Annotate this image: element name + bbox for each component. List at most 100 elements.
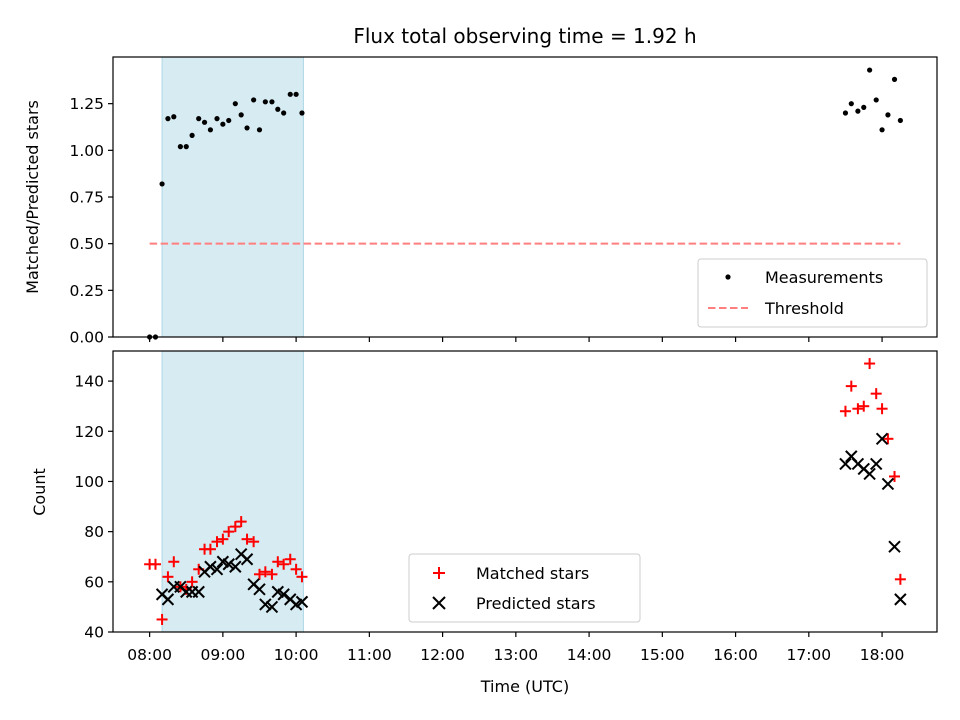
matched-star-point — [229, 521, 241, 533]
matched-star-point — [248, 536, 260, 548]
top-legend-box — [697, 258, 928, 328]
predicted-star-point — [180, 585, 193, 599]
legend-matched-marker — [433, 567, 445, 579]
matched-star-point — [168, 556, 180, 568]
measurement-point — [201, 119, 208, 125]
bottom-y-axis: 40 60 80 100 120 140 — [74, 373, 113, 642]
top-y-axis: 0.00 0.25 0.50 0.75 1.00 1.25 — [69, 95, 113, 347]
matched-star-point — [876, 403, 888, 415]
measurement-point — [281, 110, 287, 116]
top-y-tick-label: 1.25 — [69, 95, 104, 113]
top-panel: 0.00 0.25 0.50 0.75 1.00 1.25 Matched/Predict… — [23, 56, 938, 347]
bottom-x-tick-label: 08:00 — [127, 646, 172, 664]
predicted-star-point — [253, 583, 266, 596]
measurement-point — [183, 144, 189, 150]
measurement-point — [897, 117, 903, 124]
matched-star-point — [235, 516, 247, 528]
measurement-point — [275, 106, 281, 112]
measurement-point — [238, 112, 244, 118]
bottom-y-tick-label: 140 — [74, 373, 104, 391]
top-y-tick-label: 0.25 — [69, 282, 104, 300]
measurement-point — [848, 101, 854, 107]
matched-star-point — [211, 536, 223, 548]
measurement-point — [196, 116, 202, 122]
bottom-x-tick-label: 10:00 — [274, 646, 319, 664]
predicted-star-point — [863, 467, 876, 481]
matched-star-point — [149, 558, 161, 570]
matched-star-point — [290, 563, 302, 575]
matched-star-point — [241, 533, 253, 545]
top-axes-frame — [112, 56, 938, 338]
bottom-panel: 40 60 80 100 120 140 08:00 09:00 10:00 11:00 12:0… — [30, 350, 938, 696]
bottom-x-tick-label: 14:00 — [567, 646, 612, 664]
matched-star-point — [223, 526, 235, 538]
chart-title: Flux total observing time = 1.92 h — [353, 24, 696, 48]
legend-measurements-label: Measurements — [765, 268, 883, 287]
measurement-point — [842, 110, 849, 116]
matched-star-point — [217, 533, 229, 545]
measurement-point — [861, 104, 867, 110]
measurement-point — [220, 121, 226, 127]
predicted-stars-points — [155, 432, 907, 614]
predicted-star-point — [229, 560, 242, 573]
measurement-point — [885, 112, 891, 118]
measurement-point — [214, 116, 220, 122]
top-x-ticks — [149, 337, 883, 342]
measurement-point — [262, 99, 268, 105]
bottom-x-tick-label: 17:00 — [786, 646, 831, 664]
predicted-star-point — [222, 558, 235, 571]
predicted-star-point — [888, 540, 901, 553]
matched-star-point — [296, 571, 308, 583]
bottom-x-axis-label: Time (UTC) — [480, 677, 569, 696]
predicted-star-point — [265, 600, 279, 614]
measurement-point — [293, 91, 299, 97]
matched-star-point — [186, 576, 198, 588]
legend-threshold-label: Threshold — [764, 299, 844, 318]
top-y-axis-label: Matched/Predicted stars — [23, 100, 42, 294]
measurement-point — [879, 127, 885, 133]
top-y-tick-label: 1.00 — [69, 142, 104, 160]
measurement-point — [177, 144, 183, 150]
matched-star-point — [272, 556, 284, 568]
matched-star-point — [839, 405, 851, 417]
predicted-star-point — [192, 585, 205, 599]
bottom-x-tick-label: 13:00 — [494, 646, 539, 664]
bottom-legend-box — [408, 553, 641, 623]
measurement-point — [232, 101, 238, 107]
predicted-star-point — [839, 457, 852, 471]
bottom-y-tick-label: 40 — [84, 624, 104, 642]
predicted-star-point — [875, 432, 889, 446]
measurement-point — [171, 114, 177, 120]
measurement-point — [287, 91, 293, 97]
matched-star-point — [864, 358, 876, 370]
measurement-point — [269, 99, 275, 105]
predicted-star-point — [869, 457, 883, 471]
bottom-y-axis-label: Count — [30, 468, 49, 516]
matched-star-point — [204, 543, 216, 555]
measurement-point — [251, 97, 257, 103]
bottom-x-axis: 08:00 09:00 10:00 11:00 12:00 13:00 14:00 15:00… — [127, 632, 904, 664]
top-y-tick-label: 0.75 — [69, 189, 104, 207]
legend-predicted-marker — [432, 596, 446, 610]
legend-predicted-label: Predicted stars — [476, 594, 596, 613]
matched-star-point — [870, 388, 882, 400]
bottom-x-tick-label: 15:00 — [640, 646, 685, 664]
matched-star-point — [162, 571, 174, 583]
bottom-x-tick-label: 16:00 — [713, 646, 758, 664]
legend-matched-label: Matched stars — [476, 564, 589, 583]
matched-star-point — [894, 573, 906, 585]
measurement-point — [873, 97, 879, 103]
measurement-point — [891, 76, 898, 82]
matched-star-point — [259, 566, 271, 578]
measurement-point — [256, 127, 263, 133]
measurement-point — [244, 125, 250, 131]
top-y-tick-label: 0.50 — [69, 235, 104, 253]
bottom-y-tick-label: 120 — [74, 423, 104, 441]
predicted-star-point — [259, 598, 272, 611]
predicted-star-point — [881, 477, 895, 491]
measurement-point — [855, 108, 861, 114]
top-legend: Measurements Threshold — [697, 258, 928, 328]
predicted-star-point — [210, 563, 224, 576]
bottom-y-tick-label: 60 — [84, 573, 104, 591]
